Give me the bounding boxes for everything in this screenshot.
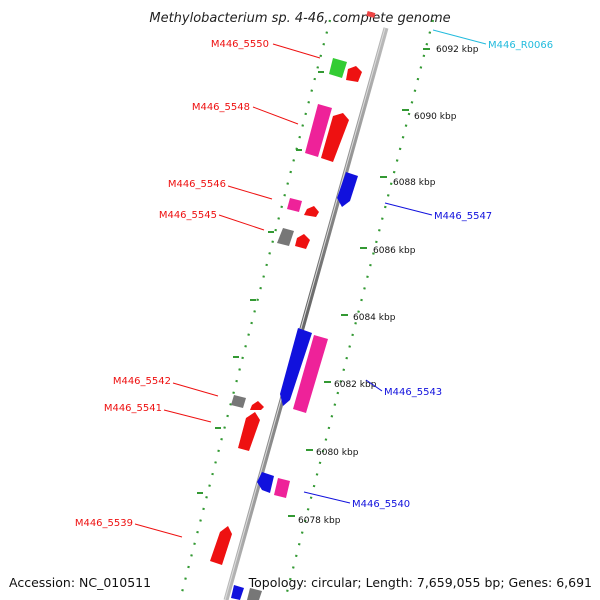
leader-line: [272, 43, 321, 59]
gene-label-m446-5545[interactable]: M446_5545: [159, 210, 217, 221]
tick-label-6086: 6086 kbp: [373, 246, 416, 256]
leader-line: [303, 491, 351, 504]
genome-backbone: [223, 27, 389, 600]
gene-label-m446-5541[interactable]: M446_5541: [104, 403, 162, 414]
gene-label-m446-5547[interactable]: M446_5547: [434, 211, 492, 222]
gene-gray-bottom[interactable]: [247, 588, 262, 600]
gene-label-m446-5542[interactable]: M446_5542: [113, 376, 171, 387]
leader-line: [134, 523, 183, 538]
map-title: Methylobacterium sp. 4-46, complete geno…: [149, 11, 450, 26]
leader-lines: [134, 29, 487, 538]
gene-magenta-5543[interactable]: [293, 335, 328, 413]
leader-line: [227, 185, 273, 200]
leader-line: [218, 214, 265, 231]
tick-label-6090: 6090 kbp: [414, 112, 457, 122]
accession-text: Accession: NC_010511: [9, 575, 151, 590]
gene-m446-5550-box[interactable]: [329, 58, 347, 78]
leader-line: [365, 379, 383, 392]
gene-label-m446-5539[interactable]: M446_5539: [75, 518, 133, 529]
gene-gray-5542[interactable]: [231, 395, 246, 408]
tick-label-6084: 6084 kbp: [353, 313, 396, 323]
tick-label-6082: 6082 kbp: [334, 380, 377, 390]
gene-bottom-blue[interactable]: [231, 585, 244, 600]
leader-line: [252, 106, 299, 125]
gene-label-m446-5540[interactable]: M446_5540: [352, 499, 410, 510]
gene-m446-5545-arrow[interactable]: [295, 234, 310, 249]
backbone-highlight: [224, 27, 386, 600]
gene-m446-5547-arrow[interactable]: [337, 172, 358, 207]
gene-label-m446-5546[interactable]: M446_5546: [168, 179, 226, 190]
gene-m446-5548-arrow[interactable]: [321, 113, 349, 162]
leader-line: [163, 409, 212, 423]
gene-m446-5540-arrow[interactable]: [257, 472, 274, 493]
gene-m446-r0066[interactable]: [366, 11, 376, 18]
tick-marks: [197, 48, 430, 517]
gene-m446-5542-arrow[interactable]: [250, 401, 264, 410]
gene-m446-5539-arrow[interactable]: [210, 526, 232, 565]
leader-line: [172, 382, 219, 397]
tick-label-6078: 6078 kbp: [298, 516, 341, 526]
topology-summary-text: Topology: circular; Length: 7,659,055 bp…: [248, 575, 592, 590]
leader-line: [384, 202, 433, 216]
gene-label-m446-5543[interactable]: M446_5543: [384, 387, 442, 398]
gene-m446-5541-arrow[interactable]: [238, 412, 260, 451]
gene-m446-5543-arrow[interactable]: [280, 328, 312, 406]
gene-magenta-5548[interactable]: [305, 104, 332, 157]
tick-label-6092: 6092 kbp: [436, 45, 479, 55]
leader-line: [432, 29, 487, 45]
gene-magenta-5546[interactable]: [287, 198, 302, 212]
gene-label-m446-5550[interactable]: M446_5550: [211, 39, 269, 50]
gene-label-m446-r0066[interactable]: M446_R0066: [488, 40, 553, 51]
tick-label-6088: 6088 kbp: [393, 178, 436, 188]
gene-m446-5550-arrow[interactable]: [346, 66, 362, 82]
gene-magenta-5540[interactable]: [274, 478, 290, 498]
tick-label-6080: 6080 kbp: [316, 448, 359, 458]
gene-label-m446-5548[interactable]: M446_5548: [192, 102, 250, 113]
gene-gray-5545[interactable]: [277, 228, 294, 246]
gene-m446-5546-arrow[interactable]: [304, 206, 319, 217]
